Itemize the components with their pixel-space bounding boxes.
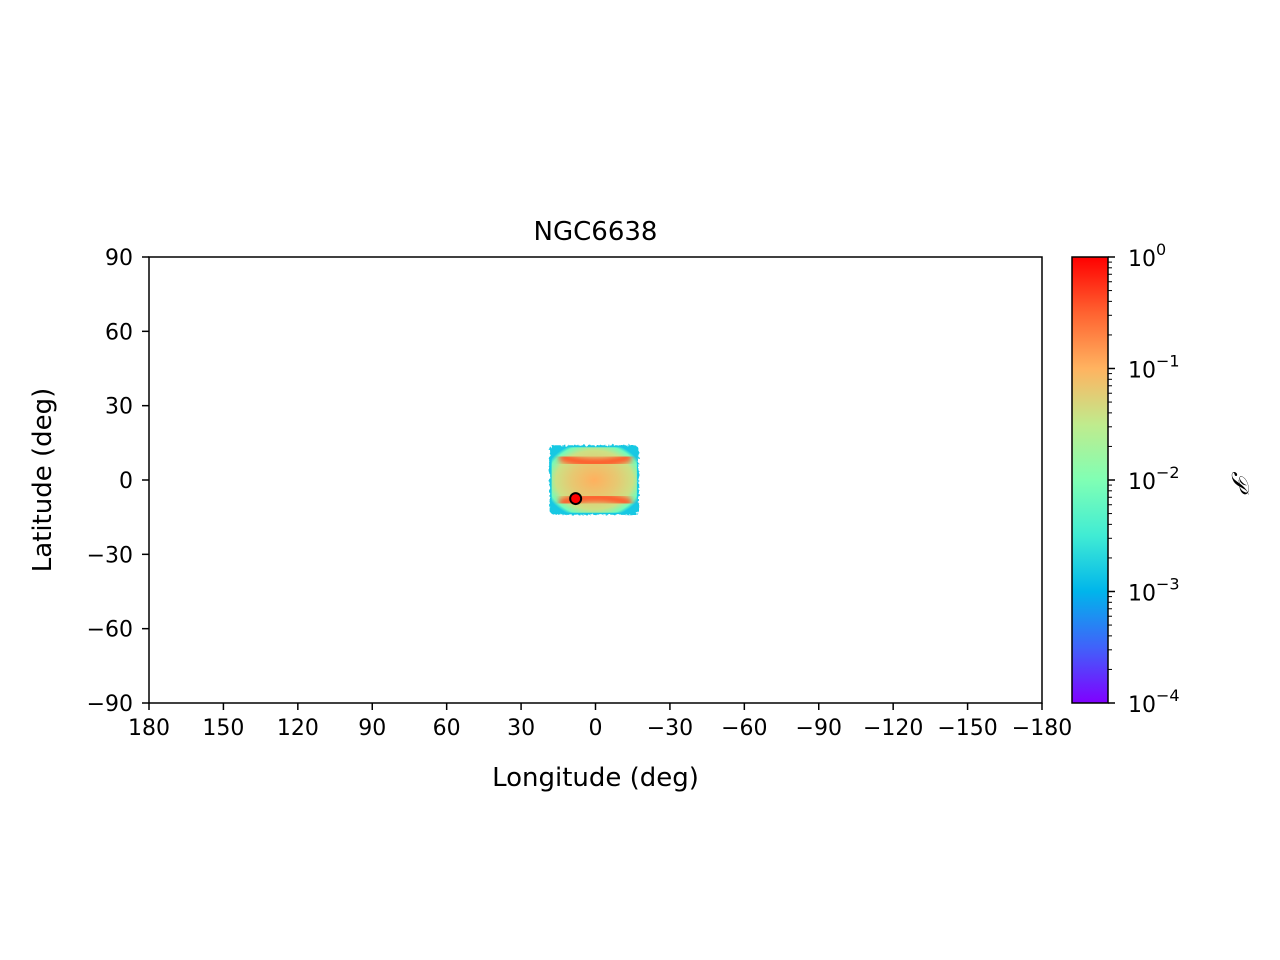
chart-title: NGC6638 [534, 217, 658, 247]
density-ridge [558, 492, 633, 507]
y-tick-label: 0 [119, 469, 133, 494]
x-axis-ticks: 180 150 120 90 60 30 0 −30 −60 −90 −120 −150 −180 [128, 703, 1072, 741]
colorbar-tick-label: 10−4 [1128, 686, 1180, 718]
x-tick-label: −60 [721, 716, 767, 741]
y-tick-label: −30 [87, 543, 133, 568]
density-heatmap [549, 445, 639, 515]
x-tick-label: 30 [507, 716, 535, 741]
x-tick-label: 180 [128, 716, 170, 741]
cluster-marker [569, 492, 583, 506]
plot-area [148, 256, 1043, 704]
colorbar-label: 𝒫 [1226, 471, 1254, 495]
x-tick-label: 90 [358, 716, 386, 741]
y-tick-label: 30 [105, 395, 133, 420]
marker-layer [569, 492, 583, 506]
y-axis-label: Latitude (deg) [28, 388, 58, 573]
x-tick-label: 150 [202, 716, 244, 741]
y-tick-label: −60 [87, 618, 133, 643]
colorbar-tick-label: 10−1 [1128, 352, 1180, 384]
colorbar: 100 10−1 10−2 10−3 10−4 𝒫 [1071, 240, 1254, 718]
x-tick-label: −150 [937, 716, 997, 741]
colorbar-ticks: 100 10−1 10−2 10−3 10−4 [1108, 240, 1180, 718]
x-axis-label: Longitude (deg) [492, 763, 699, 793]
x-tick-label: 120 [277, 716, 319, 741]
x-tick-label: 60 [433, 716, 461, 741]
x-tick-label: −120 [863, 716, 923, 741]
colorbar-tick-label: 100 [1128, 240, 1166, 272]
x-tick-label: −90 [796, 716, 842, 741]
y-tick-label: −90 [87, 692, 133, 717]
x-tick-label: −180 [1012, 716, 1072, 741]
y-axis-ticks: 90 60 30 0 −30 −60 −90 [87, 246, 149, 717]
colorbar-gradient [1072, 257, 1108, 703]
colorbar-tick-label: 10−3 [1128, 575, 1180, 607]
x-tick-label: 0 [589, 716, 603, 741]
colorbar-tick-label: 10−2 [1128, 463, 1180, 495]
y-tick-label: 90 [105, 246, 133, 271]
density-ridge [558, 453, 633, 468]
x-tick-label: −30 [647, 716, 693, 741]
y-tick-label: 60 [105, 320, 133, 345]
